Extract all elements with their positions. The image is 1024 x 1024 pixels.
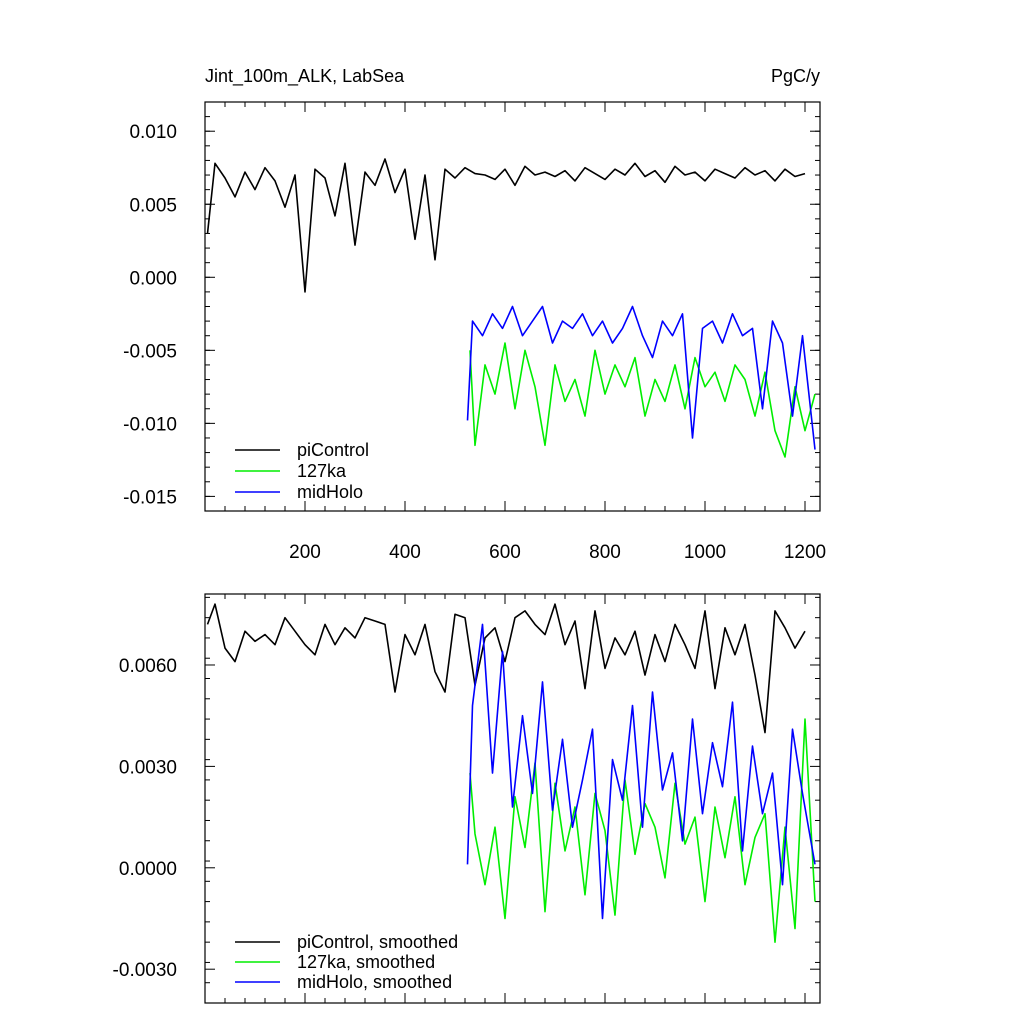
top-ytick-label-1: -0.010 bbox=[123, 414, 177, 435]
top-ytick-label-0: -0.015 bbox=[123, 487, 177, 508]
bottom-panel: -0.0030 0.0000 0.0030 0.0060 piControl, smo… bbox=[113, 593, 821, 1004]
bottom-plot-frame bbox=[204, 593, 821, 1004]
legend-label-midholo: midHolo bbox=[297, 482, 363, 502]
top-series-127ka bbox=[469, 342, 816, 458]
bottom-series-127ka-smoothed bbox=[469, 718, 816, 944]
legend-label-picontrol: piControl bbox=[297, 440, 369, 460]
top-plot-area bbox=[204, 101, 821, 512]
top-xtick-label-2: 600 bbox=[489, 542, 521, 563]
top-ytick-label-2: -0.005 bbox=[123, 341, 177, 362]
top-panel: Jint_100m_ALK, LabSea PgC/y -0.015 -0.010… bbox=[123, 66, 826, 563]
bottom-legend: piControl, smoothed 127ka, smoothed midH… bbox=[235, 932, 458, 992]
top-xtick-label-5: 1200 bbox=[784, 542, 826, 563]
bottom-ytick-label-2: 0.0030 bbox=[119, 757, 177, 778]
bottom-ytick-label-1: 0.0000 bbox=[119, 859, 177, 880]
top-xtick-label-4: 1000 bbox=[684, 542, 726, 563]
top-legend: piControl 127ka midHolo bbox=[235, 440, 369, 502]
top-panel-units: PgC/y bbox=[771, 66, 820, 86]
top-series-lines bbox=[206, 158, 816, 458]
bottom-tick-marks bbox=[205, 594, 820, 1004]
bottom-ytick-label-0: -0.0030 bbox=[113, 960, 177, 981]
bottom-series-midholo-smoothed bbox=[466, 623, 816, 920]
top-ytick-label-4: 0.005 bbox=[129, 195, 177, 216]
bottom-plot-area bbox=[204, 593, 821, 1004]
top-y-tick-labels: -0.015 -0.010 -0.005 0.000 0.005 0.010 bbox=[123, 122, 177, 508]
top-x-tick-labels: 200 400 600 800 1000 1200 bbox=[289, 542, 826, 563]
top-xtick-label-3: 800 bbox=[589, 542, 621, 563]
top-series-midholo bbox=[466, 305, 816, 450]
top-xtick-label-1: 400 bbox=[389, 542, 421, 563]
bottom-ytick-label-3: 0.0060 bbox=[119, 656, 177, 677]
top-ytick-label-3: 0.000 bbox=[129, 268, 177, 289]
top-panel-title: Jint_100m_ALK, LabSea bbox=[205, 66, 405, 87]
legend-label-midholo-smoothed: midHolo, smoothed bbox=[297, 972, 452, 992]
legend-label-127ka: 127ka bbox=[297, 461, 347, 481]
top-xtick-label-0: 200 bbox=[289, 542, 321, 563]
legend-label-picontrol-smoothed: piControl, smoothed bbox=[297, 932, 458, 952]
bottom-y-tick-labels: -0.0030 0.0000 0.0030 0.0060 bbox=[113, 656, 177, 981]
bottom-series-picontrol-smoothed bbox=[206, 603, 806, 734]
top-tick-marks bbox=[205, 101, 820, 512]
top-series-picontrol bbox=[206, 158, 806, 293]
top-ytick-label-5: 0.010 bbox=[129, 122, 177, 143]
legend-label-127ka-smoothed: 127ka, smoothed bbox=[297, 952, 435, 972]
bottom-series-lines bbox=[206, 603, 816, 944]
